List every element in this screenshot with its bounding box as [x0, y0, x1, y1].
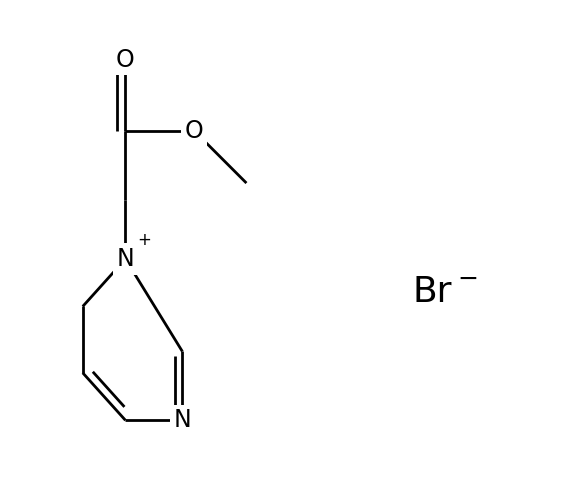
Text: +: + — [138, 230, 151, 249]
Text: Br: Br — [413, 275, 452, 309]
Text: O: O — [185, 119, 203, 143]
Text: −: − — [458, 267, 479, 291]
Text: O: O — [116, 48, 135, 72]
Text: N: N — [174, 408, 191, 432]
Text: N: N — [117, 247, 134, 271]
